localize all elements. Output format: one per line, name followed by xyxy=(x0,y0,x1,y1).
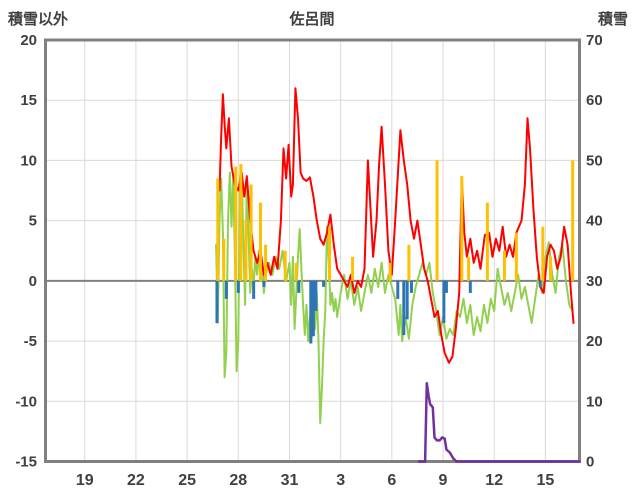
x-tick-label: 31 xyxy=(281,472,299,489)
y-left-tick-label: 10 xyxy=(20,152,37,169)
y-right-tick-label: 40 xyxy=(586,213,603,230)
y-left-tick-label: 5 xyxy=(29,213,37,230)
y-right-tick-label: 60 xyxy=(586,92,603,109)
y-left-tick-label: -10 xyxy=(15,393,37,410)
y-right-tick-label: 0 xyxy=(586,454,594,471)
y-left-tick-label: 20 xyxy=(20,32,37,49)
right-axis-title: 積雪 xyxy=(597,11,628,28)
green-line xyxy=(215,171,574,424)
x-tick-label: 6 xyxy=(387,472,396,489)
y-right-tick-label: 10 xyxy=(586,393,603,410)
y-left-tick-label: -5 xyxy=(24,333,37,350)
purple-line xyxy=(417,381,581,463)
x-tick-label: 12 xyxy=(485,472,503,489)
chart-title: 佐呂間 xyxy=(289,11,335,28)
x-tick-label: 25 xyxy=(178,472,196,489)
y-right-tick-label: 50 xyxy=(586,152,603,169)
x-tick-label: 15 xyxy=(536,472,554,489)
x-tick-label: 28 xyxy=(229,472,247,489)
x-tick-label: 22 xyxy=(127,472,145,489)
y-right-tick-label: 30 xyxy=(586,273,603,290)
plot-border xyxy=(44,38,581,463)
y-right-tick-label: 20 xyxy=(586,333,603,350)
x-tick-label: 3 xyxy=(336,472,345,489)
y-left-tick-label: -15 xyxy=(15,454,37,471)
y-left-tick-label: 15 xyxy=(20,92,37,109)
x-tick-label: 19 xyxy=(76,472,94,489)
red-line xyxy=(218,87,575,364)
y-left-tick-label: 0 xyxy=(29,273,37,290)
y-right-tick-label: 70 xyxy=(586,32,603,49)
left-axis-title: 積雪以外 xyxy=(8,11,69,28)
x-tick-label: 9 xyxy=(439,472,448,489)
